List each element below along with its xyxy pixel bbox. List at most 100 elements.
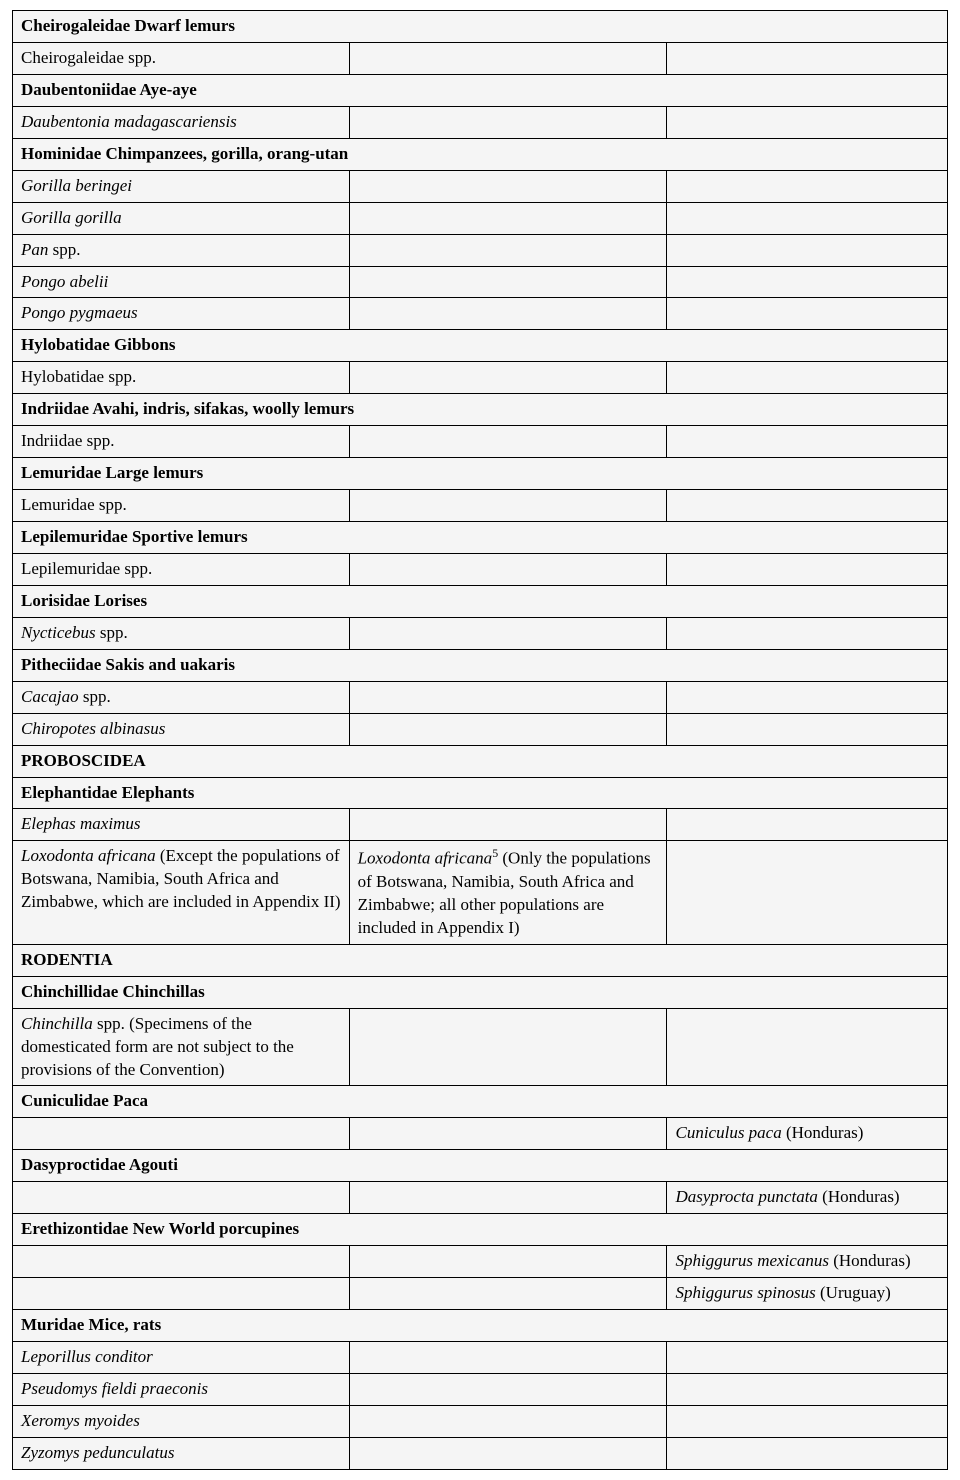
text-run: Sphiggurus spinosus (675, 1283, 815, 1302)
group-header-cell: Lemuridae Large lemurs (13, 458, 948, 490)
species-cell-col2 (349, 298, 667, 330)
species-cell-col3 (667, 553, 948, 585)
table-row: Pan spp. (13, 234, 948, 266)
species-cell-col2 (349, 42, 667, 74)
species-cell-col2 (349, 553, 667, 585)
table-row: Elephantidae Elephants (13, 777, 948, 809)
table-row: Pseudomys fieldi praeconis (13, 1373, 948, 1405)
species-cell-col3: Sphiggurus spinosus (Uruguay) (667, 1278, 948, 1310)
species-cell-col3 (667, 266, 948, 298)
species-cell-col2 (349, 170, 667, 202)
species-cell-col3 (667, 426, 948, 458)
species-cell-col3 (667, 713, 948, 745)
species-cell-col3 (667, 490, 948, 522)
table-row: Indriidae spp. (13, 426, 948, 458)
group-header-cell: Hominidae Chimpanzees, gorilla, orang-ut… (13, 138, 948, 170)
species-cell-col2 (349, 1341, 667, 1373)
species-cell-col3 (667, 841, 948, 944)
text-run: Gorilla beringei (21, 176, 132, 195)
species-cell-col1 (13, 1246, 350, 1278)
text-run: Indriidae spp. (21, 431, 114, 450)
text-run: Daubentonia madagascariensis (21, 112, 237, 131)
table-row: Chiropotes albinasus (13, 713, 948, 745)
species-cell-col3: Sphiggurus mexicanus (Honduras) (667, 1246, 948, 1278)
species-cell-col1: Pan spp. (13, 234, 350, 266)
species-cell-col1: Xeromys myoides (13, 1405, 350, 1437)
text-run: Nycticebus (21, 623, 96, 642)
group-header-cell: Pitheciidae Sakis and uakaris (13, 649, 948, 681)
species-cell-col3 (667, 1341, 948, 1373)
table-row: Dasyproctidae Agouti (13, 1150, 948, 1182)
table-row: Lepilemuridae Sportive lemurs (13, 522, 948, 554)
table-row: Erethizontidae New World porcupines (13, 1214, 948, 1246)
group-header-cell: Dasyproctidae Agouti (13, 1150, 948, 1182)
text-run: Pan (21, 240, 48, 259)
group-header-cell: Chinchillidae Chinchillas (13, 976, 948, 1008)
table-row: Xeromys myoides (13, 1405, 948, 1437)
species-cell-col3 (667, 106, 948, 138)
species-cell-col3 (667, 298, 948, 330)
table-row: Indriidae Avahi, indris, sifakas, woolly… (13, 394, 948, 426)
text-run: Cacajao (21, 687, 79, 706)
group-header-cell: Elephantidae Elephants (13, 777, 948, 809)
table-row: Sphiggurus mexicanus (Honduras) (13, 1246, 948, 1278)
text-run: spp. (96, 623, 128, 642)
table-row: Lorisidae Lorises (13, 585, 948, 617)
species-cell-col2 (349, 426, 667, 458)
group-header-cell: Erethizontidae New World porcupines (13, 1214, 948, 1246)
species-cell-col1: Leporillus conditor (13, 1341, 350, 1373)
species-cell-col1: Gorilla beringei (13, 170, 350, 202)
table-row: Sphiggurus spinosus (Uruguay) (13, 1278, 948, 1310)
species-cell-col1 (13, 1118, 350, 1150)
text-run: Elephas maximus (21, 814, 140, 833)
text-run: (Honduras) (818, 1187, 900, 1206)
species-cell-col2 (349, 1246, 667, 1278)
table-row: Gorilla gorilla (13, 202, 948, 234)
table-row: Loxodonta africana (Except the populatio… (13, 841, 948, 944)
text-run: Hylobatidae spp. (21, 367, 136, 386)
species-cell-col2 (349, 490, 667, 522)
text-run: spp. (79, 687, 111, 706)
species-cell-col1: Indriidae spp. (13, 426, 350, 458)
text-run: (Uruguay) (816, 1283, 891, 1302)
table-row: Gorilla beringei (13, 170, 948, 202)
species-cell-col1: Chinchilla spp. (Specimens of the domest… (13, 1008, 350, 1086)
species-cell-col3 (667, 1405, 948, 1437)
species-cell-col2 (349, 1373, 667, 1405)
species-cell-col3 (667, 170, 948, 202)
group-header-cell: Cheirogaleidae Dwarf lemurs (13, 11, 948, 43)
table-row: Chinchillidae Chinchillas (13, 976, 948, 1008)
group-header-cell: Lorisidae Lorises (13, 585, 948, 617)
text-run: Dasyprocta punctata (675, 1187, 817, 1206)
species-cell-col1: Pongo abelii (13, 266, 350, 298)
species-cell-col2: Loxodonta africana5 (Only the population… (349, 841, 667, 944)
text-run: Chinchilla (21, 1014, 93, 1033)
species-cell-col1: Cheirogaleidae spp. (13, 42, 350, 74)
table-row: Dasyprocta punctata (Honduras) (13, 1182, 948, 1214)
species-cell-col1: Elephas maximus (13, 809, 350, 841)
table-row: Cheirogaleidae Dwarf lemurs (13, 11, 948, 43)
table-row: Cuniculus paca (Honduras) (13, 1118, 948, 1150)
species-cell-col3 (667, 1008, 948, 1086)
text-run: Loxodonta africana (358, 849, 493, 868)
species-cell-col1: Lepilemuridae spp. (13, 553, 350, 585)
species-cell-col1: Lemuridae spp. (13, 490, 350, 522)
species-cell-col2 (349, 1182, 667, 1214)
species-cell-col2 (349, 713, 667, 745)
table-row: RODENTIA (13, 944, 948, 976)
text-run: Xeromys myoides (21, 1411, 140, 1430)
species-cell-col2 (349, 1437, 667, 1469)
species-cell-col2 (349, 202, 667, 234)
species-cell-col3 (667, 202, 948, 234)
species-cell-col3 (667, 681, 948, 713)
species-cell-col3 (667, 809, 948, 841)
text-run: Pseudomys fieldi praeconis (21, 1379, 208, 1398)
species-cell-col1: Gorilla gorilla (13, 202, 350, 234)
table-row: Zyzomys pedunculatus (13, 1437, 948, 1469)
species-cell-col1 (13, 1182, 350, 1214)
species-cell-col3 (667, 362, 948, 394)
group-header-cell: Hylobatidae Gibbons (13, 330, 948, 362)
species-cell-col3 (667, 1437, 948, 1469)
species-cell-col3 (667, 234, 948, 266)
table-row: Cuniculidae Paca (13, 1086, 948, 1118)
